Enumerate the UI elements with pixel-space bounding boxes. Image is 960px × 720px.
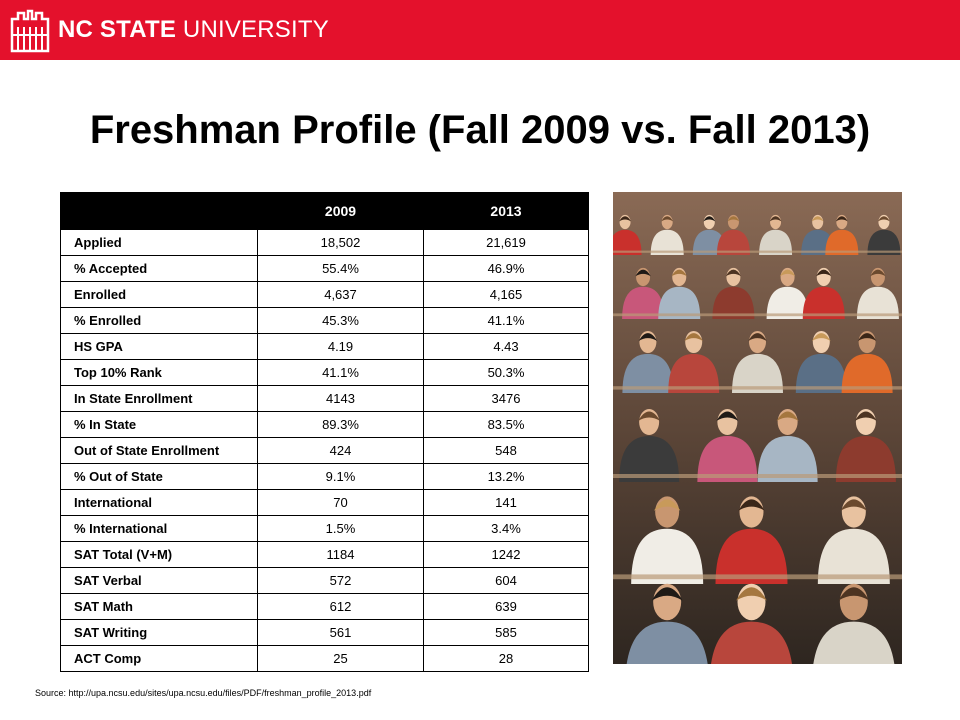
value-2009: 18,502 [257,229,424,256]
column-header-2009: 2009 [257,192,424,230]
value-2009: 4143 [257,385,424,412]
table-row: In State Enrollment 4143 3476 [60,385,589,412]
brand-wordmark[interactable]: NC STATE UNIVERSITY [58,15,329,45]
value-2013: 4,165 [423,281,589,308]
table-header-row: 2009 2013 [60,192,589,230]
freshman-profile-table: 2009 2013 Applied 18,502 21,619% Accepted 5… [60,192,589,672]
column-header-blank [60,192,258,230]
value-2013: 41.1% [423,307,589,334]
table-row: Applied 18,502 21,619 [60,229,589,256]
row-label: Enrolled [60,281,258,308]
value-2009: 41.1% [257,359,424,386]
value-2009: 424 [257,437,424,464]
table-row: % In State 89.3% 83.5% [60,411,589,438]
value-2013: 4.43 [423,333,589,360]
row-label: Out of State Enrollment [60,437,258,464]
source-citation: Source: http://upa.ncsu.edu/sites/upa.nc… [35,688,372,698]
table-row: % International 1.5% 3.4% [60,515,589,542]
value-2013: 46.9% [423,255,589,282]
value-2013: 141 [423,489,589,516]
row-label: Applied [60,229,258,256]
value-2013: 3476 [423,385,589,412]
value-2009: 4.19 [257,333,424,360]
value-2009: 89.3% [257,411,424,438]
brand-light: UNIVERSITY [182,16,329,43]
table-row: % Out of State 9.1% 13.2% [60,463,589,490]
value-2009: 45.3% [257,307,424,334]
row-label: International [60,489,258,516]
row-label: SAT Math [60,593,258,620]
table-row: % Enrolled 45.3% 41.1% [60,307,589,334]
table-row: HS GPA 4.19 4.43 [60,333,589,360]
students-in-lecture-hall-photo [613,192,902,664]
row-label: HS GPA [60,333,258,360]
table-row: % Accepted 55.4% 46.9% [60,255,589,282]
row-label: SAT Total (V+M) [60,541,258,568]
value-2013: 639 [423,593,589,620]
row-label: % International [60,515,258,542]
value-2013: 50.3% [423,359,589,386]
table-row: ACT Comp 25 28 [60,645,589,672]
value-2013: 13.2% [423,463,589,490]
value-2009: 4,637 [257,281,424,308]
row-label: SAT Writing [60,619,258,646]
row-label: ACT Comp [60,645,258,672]
nc-state-logo-icon[interactable] [6,5,54,55]
table-row: SAT Math 612 639 [60,593,589,620]
value-2013: 604 [423,567,589,594]
table-row: Enrolled 4,637 4,165 [60,281,589,308]
column-header-2013: 2013 [423,192,589,230]
row-label: Top 10% Rank [60,359,258,386]
brand-bold: NC STATE [58,16,177,43]
value-2013: 585 [423,619,589,646]
value-2009: 572 [257,567,424,594]
value-2009: 9.1% [257,463,424,490]
slide-title: Freshman Profile (Fall 2009 vs. Fall 201… [89,108,871,152]
row-label: % Accepted [60,255,258,282]
value-2009: 55.4% [257,255,424,282]
value-2009: 561 [257,619,424,646]
value-2009: 25 [257,645,424,672]
table-row: Out of State Enrollment 424 548 [60,437,589,464]
value-2013: 21,619 [423,229,589,256]
table-row: SAT Verbal 572 604 [60,567,589,594]
table-row: International 70 141 [60,489,589,516]
row-label: SAT Verbal [60,567,258,594]
header-bar: NC STATE UNIVERSITY [0,0,960,60]
value-2013: 3.4% [423,515,589,542]
table-row: Top 10% Rank 41.1% 50.3% [60,359,589,386]
table-row: SAT Writing 561 585 [60,619,589,646]
row-label: % Out of State [60,463,258,490]
value-2013: 548 [423,437,589,464]
value-2013: 83.5% [423,411,589,438]
table-row: SAT Total (V+M) 1184 1242 [60,541,589,568]
row-label: In State Enrollment [60,385,258,412]
row-label: % In State [60,411,258,438]
value-2009: 1.5% [257,515,424,542]
value-2013: 28 [423,645,589,672]
value-2013: 1242 [423,541,589,568]
value-2009: 70 [257,489,424,516]
table-body: Applied 18,502 21,619% Accepted 55.4% 46.9% E… [60,229,589,672]
value-2009: 612 [257,593,424,620]
row-label: % Enrolled [60,307,258,334]
value-2009: 1184 [257,541,424,568]
